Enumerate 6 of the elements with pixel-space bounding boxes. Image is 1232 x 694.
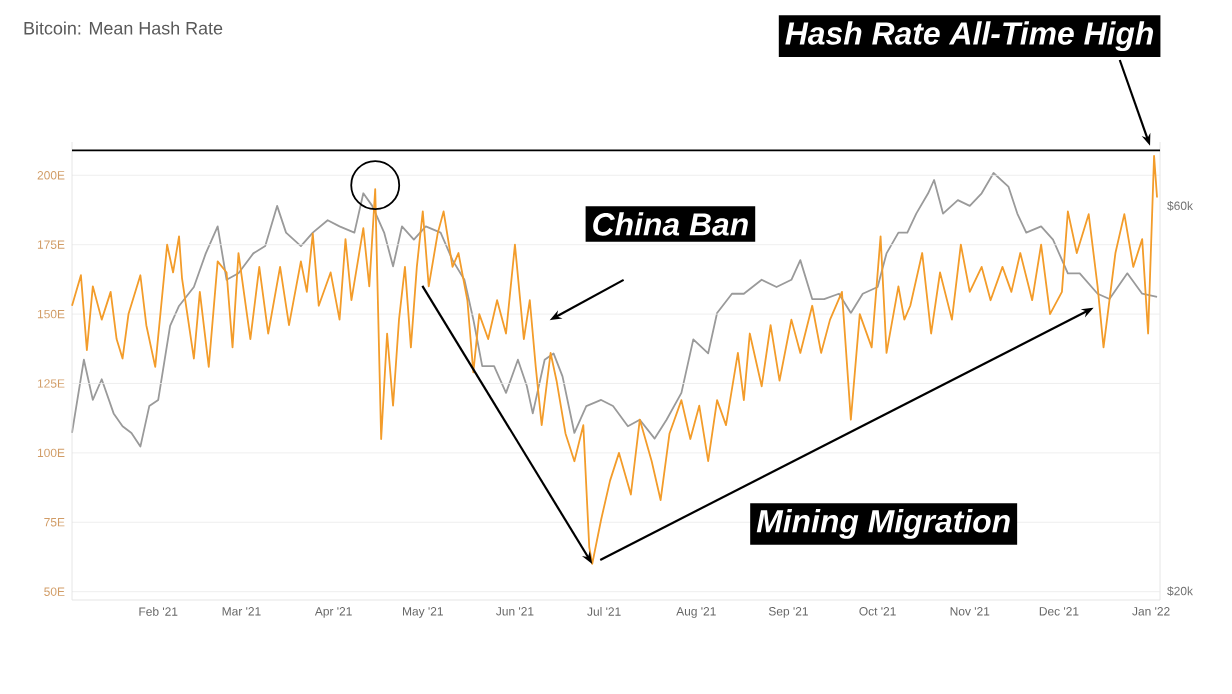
text: Hash Rate All-Time High [785,21,1154,52]
line-series [71,154,1158,565]
chart-title: Bitcoin: Mean Hash Rate [24,21,223,35]
annotation: China Ban [593,212,748,236]
annotation: Mining Migration [756,509,1010,539]
line-series [71,172,1158,448]
